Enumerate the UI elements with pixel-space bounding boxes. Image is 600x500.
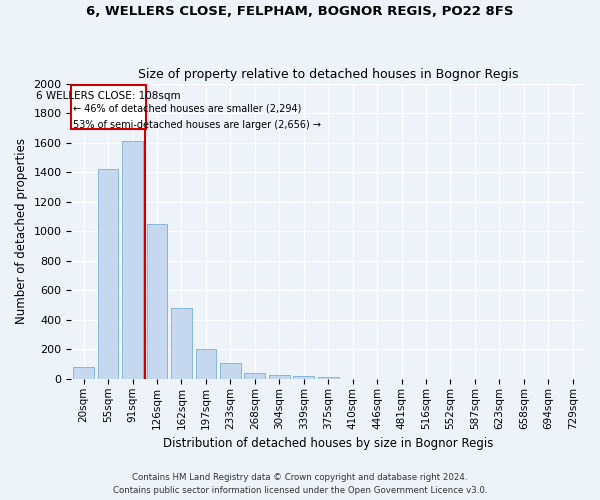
Text: Contains HM Land Registry data © Crown copyright and database right 2024.
Contai: Contains HM Land Registry data © Crown c… (113, 474, 487, 495)
Bar (98, 169, 118, 379)
FancyBboxPatch shape (71, 85, 146, 130)
Bar (196, 350, 217, 379)
Bar (171, 308, 192, 379)
Y-axis label: Number of detached properties: Number of detached properties (15, 138, 28, 324)
Bar (318, 376, 338, 379)
X-axis label: Distribution of detached houses by size in Bognor Regis: Distribution of detached houses by size … (163, 437, 493, 450)
Text: ← 46% of detached houses are smaller (2,294): ← 46% of detached houses are smaller (2,… (73, 104, 302, 114)
Bar (146, 224, 167, 379)
Bar (269, 375, 290, 379)
Text: 53% of semi-detached houses are larger (2,656) →: 53% of semi-detached houses are larger (… (73, 120, 322, 130)
Bar (220, 362, 241, 379)
Text: 6, WELLERS CLOSE, FELPHAM, BOGNOR REGIS, PO22 8FS: 6, WELLERS CLOSE, FELPHAM, BOGNOR REGIS,… (86, 5, 514, 18)
Bar (244, 373, 265, 379)
Text: 6 WELLERS CLOSE: 108sqm: 6 WELLERS CLOSE: 108sqm (37, 91, 181, 101)
Bar (122, 141, 143, 379)
Bar (73, 367, 94, 379)
Bar (293, 376, 314, 379)
Title: Size of property relative to detached houses in Bognor Regis: Size of property relative to detached ho… (138, 68, 518, 81)
